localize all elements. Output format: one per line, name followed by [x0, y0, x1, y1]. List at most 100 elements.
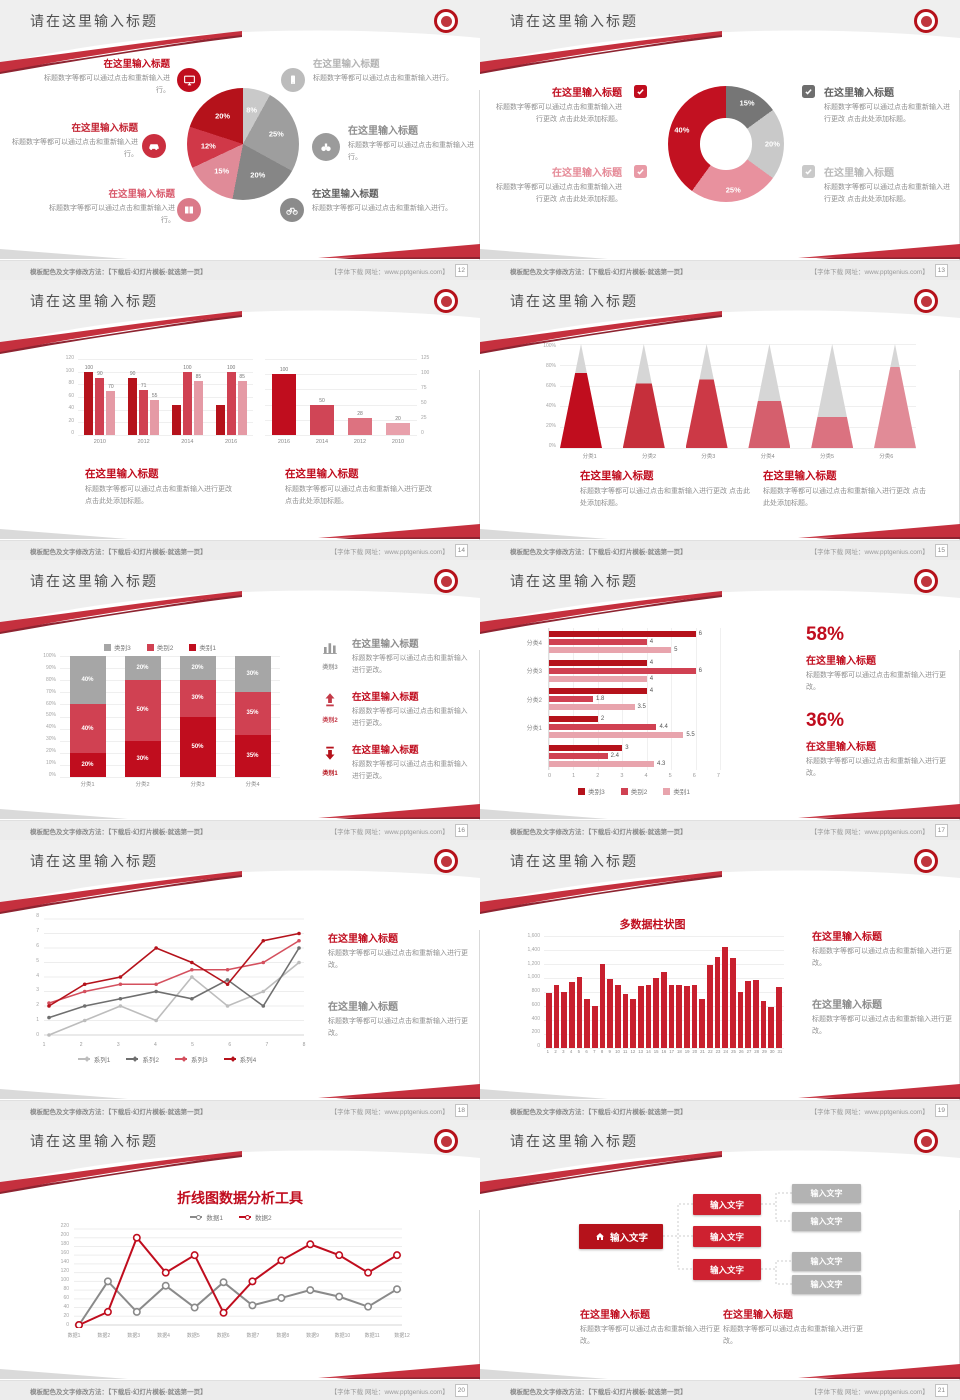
page-number: 17	[934, 824, 948, 837]
slide-line-analysis-chart[interactable]: 请在这里输入标题 折线图数据分析工具 数据1 数据2 220 200 180 160 140…	[0, 1120, 480, 1400]
checkbox-checked-icon[interactable]	[802, 85, 815, 98]
x-axis-labels: 分类1 分类2 分类3 分类4 分类5 分类6	[560, 450, 916, 462]
pyramid	[811, 344, 854, 448]
pie-slice-label: 25%	[725, 185, 741, 195]
school-seal-logo-icon	[434, 1129, 458, 1153]
org-mid-box[interactable]: 输入文字	[693, 1259, 761, 1280]
org-mid-box[interactable]: 输入文字	[693, 1226, 761, 1247]
bar	[549, 716, 598, 723]
y-tick-label: 1,400	[527, 946, 540, 953]
x-tick-label: 7	[593, 1049, 596, 1054]
slide-line-chart[interactable]: 请在这里输入标题 系列1 系列2 系列3 系列4 8 7 6 5 4 3 2 1 0 1 2 3 4 5 6 7 8 在…	[0, 840, 480, 1120]
y-tick-label: 160	[60, 1250, 69, 1256]
x-tick-label: 31	[777, 1049, 783, 1054]
block-body: 标题数字等都可以通过点击和重新输入进行。	[12, 139, 138, 158]
bar	[737, 992, 744, 1048]
slide-title: 请在这里输入标题	[510, 1133, 638, 1149]
bar	[549, 704, 635, 711]
x-tick-label: 2	[596, 773, 600, 779]
block-body: 标题数字等都可以通过点击和重新输入进行。	[313, 75, 453, 82]
block-heading: 在这里输入标题	[352, 692, 419, 703]
slide-footer: 模板配色及文字修改方法：【下载后-幻灯片模板-就选第一页】 【字体下载 网址：w…	[480, 540, 960, 560]
y-axis: 120 100 80 60 40 20 0	[58, 356, 74, 436]
book-icon	[177, 198, 201, 222]
plot-area: 6 4 5 4 6 4 4 1.8 3.5 2 4.4 5.5 3 2.4 4.3	[548, 628, 721, 770]
checkbox-checked-icon[interactable]	[634, 85, 647, 98]
org-mid-box[interactable]: 输入文字	[693, 1194, 761, 1215]
slide-donut-checklist[interactable]: 请在这里输入标题 在这里输入标题 标题数字等都可以通过点击和重新输入进行更改 点…	[480, 0, 960, 280]
x-tick-label: 1	[546, 1049, 550, 1054]
bar	[630, 999, 637, 1048]
bar	[584, 999, 591, 1048]
plot-area: 100 50 28 20	[265, 359, 417, 436]
org-leaf-box[interactable]: 输入文字	[792, 1212, 861, 1231]
y-tick-label: 200	[60, 1232, 69, 1238]
pyramid-shape	[622, 344, 665, 448]
slide-column-chart[interactable]: 请在这里输入标题 多数据柱状图 1,600 1,400 1,200 1,000 800 6…	[480, 840, 960, 1120]
slide-stacked-bar-chart[interactable]: 请在这里输入标题 类别3 类别2 类别1 100% 90% 80% 70% 60% 50% 40%…	[0, 560, 480, 840]
y-tick-label: 180	[60, 1241, 69, 1247]
y-tick-label: 50%	[45, 712, 56, 719]
bar-row: 2.4	[549, 752, 720, 759]
bar-value-label: 4.4	[659, 724, 668, 731]
bar-value-label: 6	[698, 631, 702, 638]
footer-note: 模板配色及文字修改方法：【下载后-幻灯片模板-就选第一页】	[510, 1108, 687, 1116]
checkbox-checked-icon[interactable]	[634, 165, 647, 178]
slide-horizontal-bar-chart[interactable]: 请在这里输入标题 分类4 分类3 分类2 分类1 6 4 5 4 6 4 4 1.8 3.5 2 4.4 5.…	[480, 560, 960, 840]
org-leaf-box[interactable]: 输入文字	[792, 1275, 861, 1294]
x-tick-label: 2010	[93, 439, 106, 445]
legend-swatch	[620, 787, 628, 795]
org-leaf-box[interactable]: 输入文字	[792, 1184, 861, 1203]
org-leaf-box[interactable]: 输入文字	[792, 1252, 861, 1271]
bar	[549, 760, 655, 767]
bar-value-label: 100	[84, 364, 94, 371]
y-tick-label: 70%	[45, 688, 56, 695]
x-tick-label: 6	[585, 1049, 588, 1054]
x-tick-label: 21	[700, 1049, 705, 1054]
slide-content: 分类4 分类3 分类2 分类1 6 4 5 4 6 4 4 1.8 3.5 2 4.4 5.5 3 2.4 4.3 0…	[480, 600, 960, 820]
bar	[699, 999, 706, 1048]
org-root-box[interactable]: 输入文字	[579, 1224, 663, 1249]
org-chart: 输入文字 输入文字 输入文字 输入文字 输入文字 输入文字 输入文字 输入文字	[575, 1180, 865, 1298]
checklist-block: 在这里输入标题 标题数字等都可以通过点击和重新输入进行更改 点击此处添加标题。	[494, 84, 622, 126]
y-tick-label: 80	[68, 380, 74, 386]
y-tick-label: 140	[60, 1259, 69, 1265]
legend-label: 系列3	[191, 1057, 208, 1064]
category-icon-block: 类别1	[314, 744, 346, 777]
slide-dual-bar-charts[interactable]: 请在这里输入标题 120 100 80 60 40 20 0 100 90 70 90 71 55 100…	[0, 280, 480, 560]
x-tick-label: 分类1	[80, 782, 95, 788]
footer-site: 【字体下载 网址：www.pptgenius.com】	[330, 548, 449, 556]
y-tick-label: 20%	[45, 748, 56, 755]
stack-segment: 50%	[179, 716, 216, 777]
footer-site: 【字体下载 网址：www.pptgenius.com】	[330, 1108, 449, 1116]
stack-segment: 30%	[234, 656, 271, 693]
y-tick-label: 30%	[45, 736, 56, 743]
feature-block: 在这里输入标题 标题数字等都可以通过点击和重新输入进行。	[8, 120, 138, 161]
checkbox-checked-icon[interactable]	[802, 165, 815, 178]
block-body: 标题数字等都可以通过点击和重新输入进行更改。	[328, 950, 468, 969]
y-tick-label: 400	[531, 1015, 540, 1022]
bar	[553, 985, 560, 1048]
block-heading: 在这里输入标题	[352, 639, 419, 650]
slide-pyramid-chart[interactable]: 请在这里输入标题 100% 80% 60% 40% 20% 0% 分类1 分类2 分类3 分类4 分…	[480, 280, 960, 560]
bar	[549, 688, 647, 695]
bar-row: 1.8	[549, 696, 720, 703]
bar-value-label: 100	[226, 364, 236, 371]
bar	[668, 985, 675, 1048]
block-heading: 在这里输入标题	[552, 168, 622, 179]
x-axis-labels: 2010 2012 2014 2016	[78, 436, 253, 448]
binoculars-icon	[312, 133, 340, 161]
slide-org-diagram[interactable]: 请在这里输入标题 输入文字 输入文字 输入文字 输入文字 输入文字 输入文字 输…	[480, 1120, 960, 1400]
slide-footer: 模板配色及文字修改方法：【下载后-幻灯片模板-就选第一页】 【字体下载 网址：w…	[480, 260, 960, 280]
x-tick-label: 3	[562, 1049, 565, 1054]
x-tick-label: 9	[608, 1049, 611, 1054]
category-label: 分类3	[526, 669, 542, 676]
gridline	[60, 692, 280, 694]
y-tick-label: 1,000	[527, 974, 540, 981]
gridline	[622, 628, 624, 770]
block-heading: 在这里输入标题	[824, 88, 894, 99]
footer-site: 【字体下载 网址：www.pptgenius.com】	[330, 1388, 449, 1396]
bar	[707, 964, 713, 1048]
bar	[722, 946, 729, 1048]
slide-pie-infographic[interactable]: 请在这里输入标题 在这里输入标题 标题数字等都可以通过点击和重新输入进行。 在这…	[0, 0, 480, 280]
